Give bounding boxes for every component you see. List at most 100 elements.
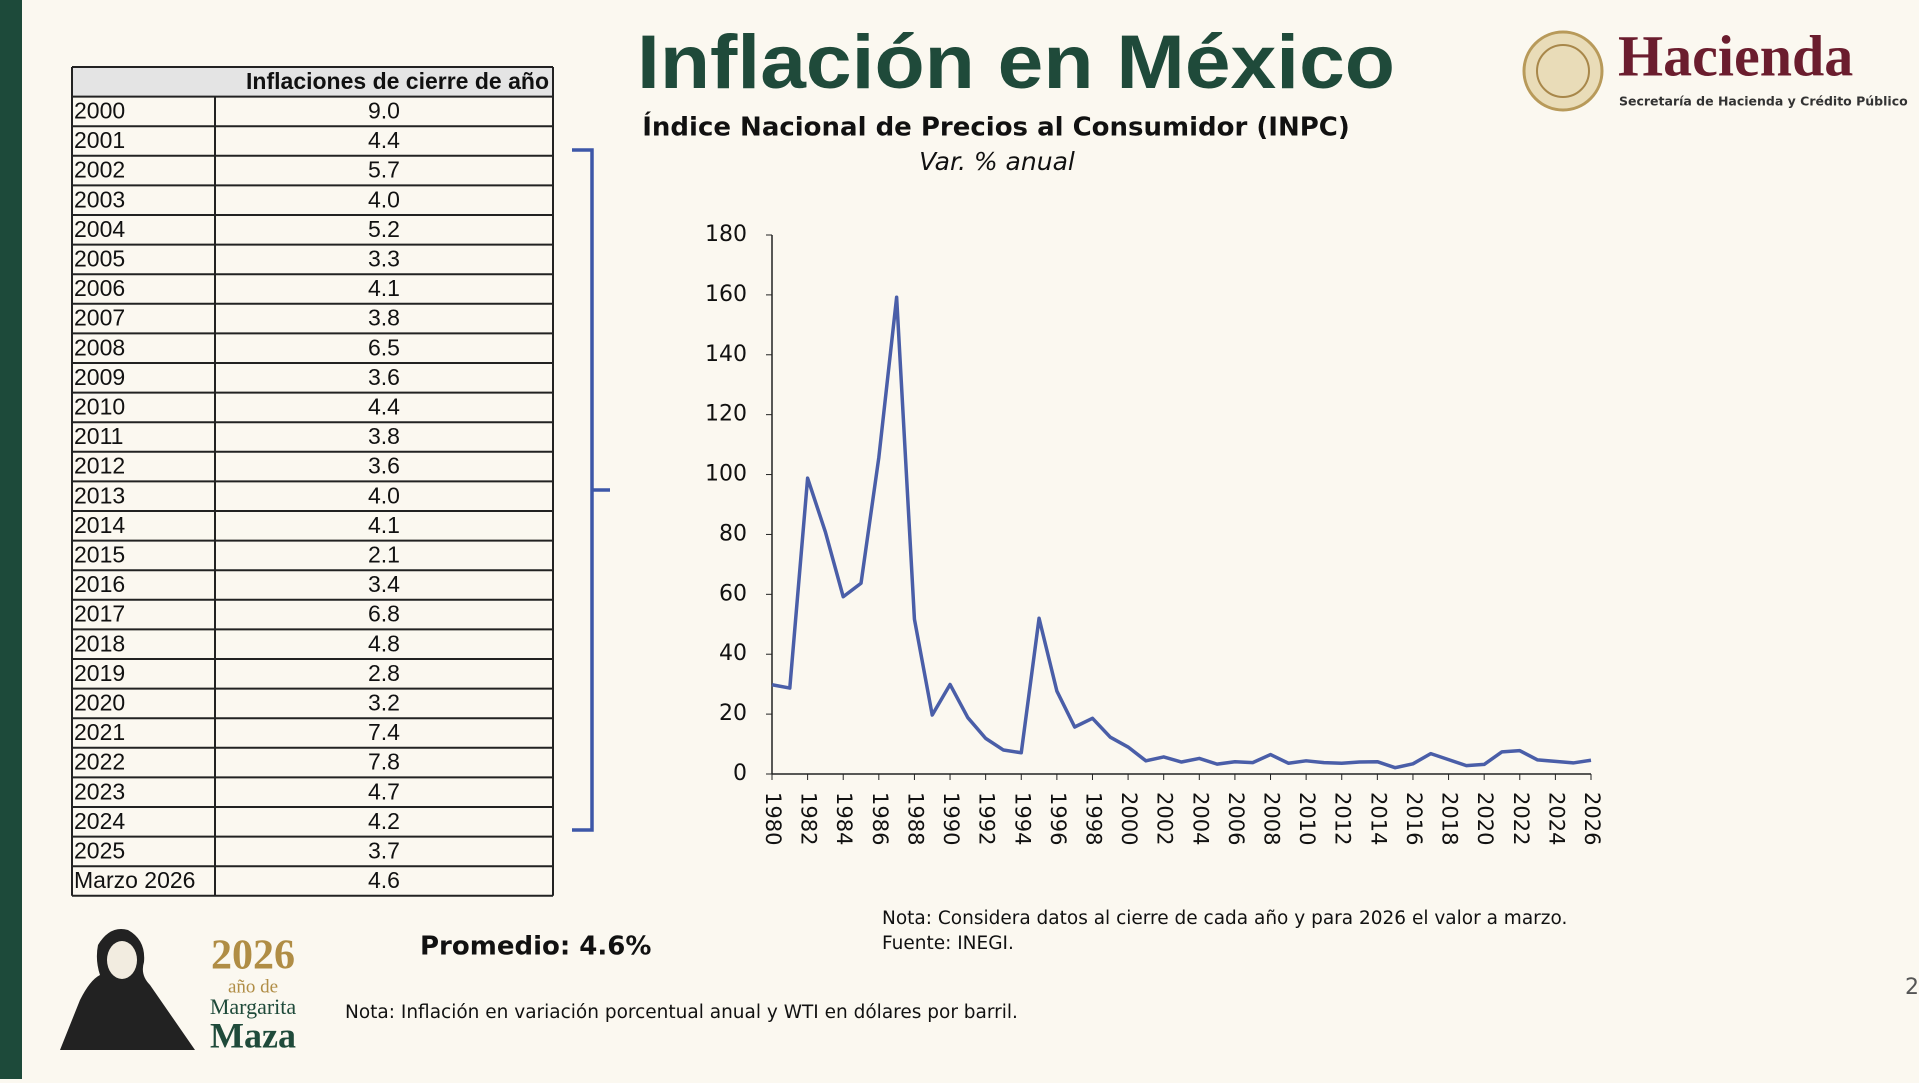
year-cell: 2016 [74,571,125,597]
chart-note: Nota: Considera datos al cierre de cada … [882,908,1567,929]
y-tick-label: 100 [705,462,747,487]
year-cell: 2024 [74,808,125,834]
year-cell: 2013 [74,482,125,508]
year-cell: 2014 [74,512,125,538]
x-tick-label: 1990 [939,792,963,845]
page-number: 2 [1905,975,1919,1000]
y-tick-label: 40 [719,641,747,666]
value-cell: 3.7 [368,837,400,863]
x-tick-label: 1992 [975,792,999,845]
value-cell: 4.7 [368,778,400,804]
portrait-face [107,941,137,979]
value-cell: 5.7 [368,157,400,183]
chart-title: Índice Nacional de Precios al Consumidor… [642,111,1349,143]
y-tick-label: 20 [719,701,747,726]
value-cell: 5.2 [368,216,400,242]
y-tick-label: 120 [705,402,747,427]
logo-line: Margarita [210,994,297,1019]
chart-subtitle: Var. % anual [919,147,1075,176]
value-cell: 2.8 [368,660,400,686]
value-cell: 3.3 [368,245,400,271]
x-tick-label: 1982 [797,792,821,845]
year-cell: 2005 [74,245,125,271]
value-cell: 7.8 [368,749,400,775]
table-header: Inflaciones de cierre de año [246,68,549,94]
year-cell: 2007 [74,305,125,331]
value-cell: 3.4 [368,571,400,597]
year-cell: 2011 [74,423,123,449]
table: Inflaciones de cierre de año 2000 9.0 2001 4… [71,66,554,897]
year-logo: 2026 año de Margarita Maza [60,929,296,1055]
value-cell: 4.1 [368,275,400,301]
x-tick-label: 2006 [1224,792,1248,845]
x-tick-label: 2020 [1473,792,1497,845]
value-cell: 4.0 [368,482,400,508]
year-cell: 2021 [74,719,125,745]
year-cell: 2020 [74,689,125,715]
x-tick-label: 1994 [1010,792,1034,845]
value-cell: 6.8 [368,601,400,627]
value-cell: 4.0 [368,186,400,212]
y-tick-label: 0 [733,761,747,786]
value-cell: 4.2 [368,808,400,834]
year-cell: 2001 [74,127,125,153]
value-cell: 7.4 [368,719,400,745]
x-tick-label: 1988 [903,792,927,845]
portrait [60,929,195,1050]
year-cell: Marzo 2026 [74,867,195,893]
logo-name: Hacienda [1618,23,1853,88]
x-tick-label: 2000 [1117,792,1141,845]
x-tick-label: 2026 [1580,792,1604,845]
y-tick-label: 80 [719,521,747,546]
value-cell: 4.1 [368,512,400,538]
year-cell: 2000 [74,97,125,123]
value-cell: 4.4 [368,127,400,153]
logo-subtitle: Secretaría de Hacienda y Crédito Público [1619,94,1908,109]
year-cell: 2002 [74,157,125,183]
value-cell: 3.6 [368,364,400,390]
x-tick-label: 2008 [1260,792,1284,845]
value-cell: 3.6 [368,453,400,479]
footer-note: Nota: Inflación en variación porcentual … [345,1002,1018,1023]
x-tick-label: 2024 [1544,792,1568,845]
y-tick-label: 160 [705,282,747,307]
line-chart: 0 20 40 60 80 100 120 140 160 180 1980 1982 1984 1986… [705,222,1604,845]
bracket [572,148,610,832]
year-cell: 2012 [74,453,125,479]
year-cell: 2017 [74,601,125,627]
value-cell: 4.4 [368,393,400,419]
year-cell: 2006 [74,275,125,301]
x-tick-label: 2018 [1438,792,1462,845]
x-tick-label: 1984 [832,792,856,845]
year-cell: 2010 [74,393,125,419]
y-tick-label: 180 [705,222,747,247]
x-tick-label: 1998 [1081,792,1105,845]
value-cell: 4.8 [368,630,400,656]
table-header-bg [72,67,553,97]
year-cell: 2018 [74,630,125,656]
hacienda-logo: Hacienda Secretaría de Hacienda y Crédit… [1522,23,1908,112]
average: Promedio: 4.6% [420,932,651,962]
year-cell: 2004 [74,216,125,242]
value-cell: 6.5 [368,334,400,360]
value-cell: 3.8 [368,305,400,331]
x-tick-label: 1986 [868,792,892,845]
logo-line: año de [228,976,278,997]
seal [1522,30,1604,112]
x-tick-label: 1996 [1046,792,1070,845]
side-bar [0,0,22,1079]
x-tick-label: 1980 [761,792,785,845]
y-tick-label: 140 [705,342,747,367]
series-line [771,295,1592,770]
x-tick-label: 2004 [1188,792,1212,845]
x-tick-label: 2022 [1509,792,1533,845]
value-cell: 3.2 [368,689,400,715]
y-tick-label: 60 [719,581,747,606]
x-tick-label: 2014 [1366,792,1390,845]
year-cell: 2015 [74,541,125,567]
year-cell: 2009 [74,364,125,390]
year-cell: 2003 [74,186,125,212]
seal-inner [1536,44,1590,98]
